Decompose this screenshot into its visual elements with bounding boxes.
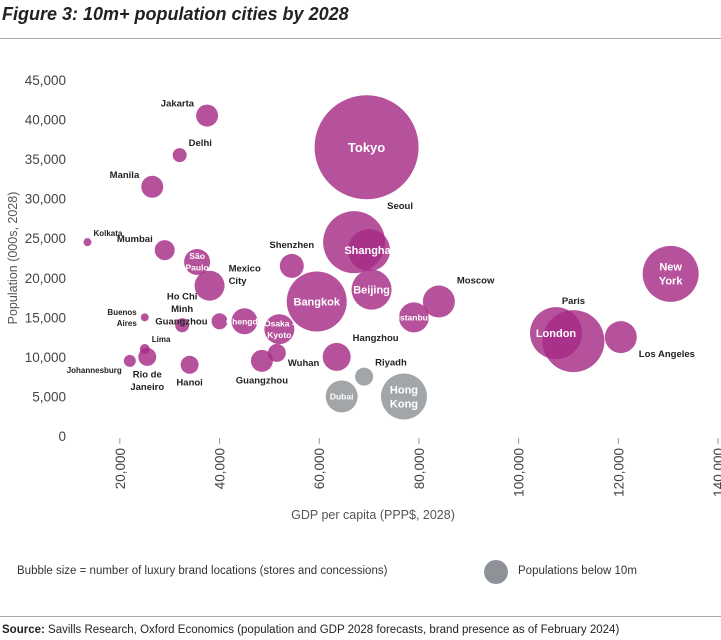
x-tick-label: 100,000 bbox=[512, 448, 527, 497]
y-tick-label: 40,000 bbox=[25, 113, 66, 128]
source-text: Savills Research, Oxford Economics (popu… bbox=[48, 624, 620, 636]
x-tick-label: 40,000 bbox=[213, 448, 228, 489]
x-tick-label: 120,000 bbox=[611, 448, 626, 497]
bubble-label-ho-chi-minh: Ho Chi Minh bbox=[167, 292, 198, 316]
bubble-label-bangkok: Bangkok bbox=[294, 296, 341, 308]
bubble-johannesburg bbox=[123, 354, 136, 367]
bubble-label-shanghai: Shanghai bbox=[344, 245, 394, 257]
bubble-label-seoul: Seoul bbox=[387, 201, 413, 212]
bubble-osaka-kyoto bbox=[264, 314, 295, 345]
bubble-label-shenzhen: Shenzhen bbox=[269, 240, 314, 251]
bubble-label-tokyo: Tokyo bbox=[348, 140, 385, 155]
y-tick-label: 15,000 bbox=[25, 310, 66, 325]
bubble-guangzhou bbox=[211, 313, 228, 330]
bubble-label-riyadh: Riyadh bbox=[375, 358, 407, 369]
source-line: Source: Savills Research, Oxford Economi… bbox=[2, 624, 619, 636]
bubble-label-dubai: Dubai bbox=[330, 391, 354, 401]
bubble-label-osaka-kyoto: Osaka -Kyoto bbox=[264, 318, 295, 340]
bubble-mumbai bbox=[154, 240, 175, 261]
bubble-label-wuhan: Wuhan bbox=[288, 358, 320, 369]
x-axis-title: GDP per capita (PPP$, 2028) bbox=[291, 508, 455, 522]
bubble-istanbul bbox=[398, 302, 429, 333]
legend-grey-swatch bbox=[484, 560, 508, 584]
bubble-label-kolkata: Kolkata bbox=[93, 229, 122, 238]
bubble-label-mexico-city: Mexico City bbox=[229, 263, 261, 287]
bubble-lima bbox=[139, 343, 150, 354]
source-label: Source: bbox=[2, 624, 45, 636]
y-axis-title: Population (000s, 2028) bbox=[6, 192, 20, 325]
bubble-label-paris: Paris bbox=[562, 296, 585, 307]
bubble-label-new-york: New York bbox=[659, 262, 684, 288]
bubble-london bbox=[530, 307, 582, 360]
bubble-label-sao-paulo: São Paulo bbox=[186, 251, 209, 273]
bubble-label-guangzhou-2: Guangzhou bbox=[236, 375, 288, 386]
bubble-beijing bbox=[351, 269, 392, 310]
bubble-label-delhi: Delhi bbox=[189, 138, 212, 149]
source-divider bbox=[0, 616, 721, 617]
bubble-new-york bbox=[642, 245, 699, 302]
bubble-bangkok bbox=[286, 271, 347, 332]
bubble-tokyo bbox=[314, 95, 419, 200]
x-tick-label: 80,000 bbox=[412, 448, 427, 489]
x-tick-label: 140,000 bbox=[711, 448, 721, 497]
bubble-label-manila: Manila bbox=[110, 170, 140, 181]
bubble-los-angeles bbox=[604, 321, 637, 354]
figure-title: Figure 3: 10m+ population cities by 2028 bbox=[2, 4, 349, 24]
bubble-mexico-city bbox=[194, 270, 225, 301]
bubble-label-los-angeles: Los Angeles bbox=[639, 349, 695, 360]
bubble-guangzhou-2 bbox=[250, 349, 273, 372]
bubble-label-beijing: Beijing bbox=[353, 284, 390, 296]
bubble-label-lima: Lima bbox=[152, 335, 171, 344]
y-tick-label: 45,000 bbox=[25, 73, 66, 88]
bubble-label-hong-kong: Hong Kong bbox=[390, 384, 418, 410]
bubble-delhi bbox=[172, 148, 187, 163]
legend-label: Populations below 10m bbox=[518, 565, 637, 577]
bubble-label-istanbul: Istanbul bbox=[398, 312, 431, 322]
bubble-wuhan bbox=[267, 343, 286, 362]
bubble-hong-kong bbox=[380, 373, 427, 420]
title-divider bbox=[0, 38, 721, 39]
bubble-label-johannesburg: Johannesburg bbox=[67, 366, 122, 375]
bubble-label-hangzhou: Hangzhou bbox=[353, 333, 399, 344]
bubble-label-guangzhou: Guangzhou bbox=[155, 316, 207, 327]
bubble-buenos-aires bbox=[140, 313, 149, 322]
y-tick-label: 10,000 bbox=[25, 350, 66, 365]
bubble-size-footnote: Bubble size = number of luxury brand loc… bbox=[17, 565, 388, 577]
bubble-shanghai bbox=[348, 229, 391, 272]
bubble-shenzhen bbox=[279, 253, 304, 278]
y-tick-label: 0 bbox=[58, 429, 66, 444]
bubble-hanoi bbox=[180, 355, 199, 374]
bubble-chengdu bbox=[231, 308, 258, 335]
y-tick-label: 25,000 bbox=[25, 231, 66, 246]
bubble-moscow bbox=[422, 285, 455, 318]
y-tick-label: 35,000 bbox=[25, 152, 66, 167]
x-tick-label: 60,000 bbox=[312, 448, 327, 489]
bubble-label-chengdu: Chengdu bbox=[226, 316, 263, 326]
bubble-label-hanoi: Hanoi bbox=[176, 377, 202, 388]
bubble-label-moscow: Moscow bbox=[457, 276, 495, 287]
bubble-label-mumbai: Mumbai bbox=[117, 234, 153, 245]
bubble-ho-chi-minh bbox=[175, 318, 190, 333]
bubble-dubai bbox=[325, 380, 358, 413]
bubble-kolkata bbox=[83, 238, 92, 247]
bubble-manila bbox=[141, 175, 164, 198]
bubble-label-london: London bbox=[536, 328, 577, 340]
bubble-jakarta bbox=[196, 104, 219, 127]
y-tick-label: 5,000 bbox=[32, 389, 66, 404]
bubble-riyadh bbox=[355, 367, 374, 386]
y-tick-label: 30,000 bbox=[25, 192, 66, 207]
bubble-hangzhou bbox=[322, 342, 351, 371]
bubble-label-jakarta: Jakarta bbox=[161, 99, 195, 110]
x-tick-label: 20,000 bbox=[113, 448, 128, 489]
bubble-label-rio-de-janeiro: Rio de Janeiro bbox=[130, 369, 164, 393]
bubble-sao-paulo bbox=[184, 248, 211, 275]
bubble-label-buenos-aires: Buenos Aires bbox=[107, 308, 137, 328]
y-tick-label: 20,000 bbox=[25, 271, 66, 286]
bubble-chart: 0 5,000 10,000 15,000 20,000 25,000 30,000 35,0… bbox=[6, 73, 721, 522]
